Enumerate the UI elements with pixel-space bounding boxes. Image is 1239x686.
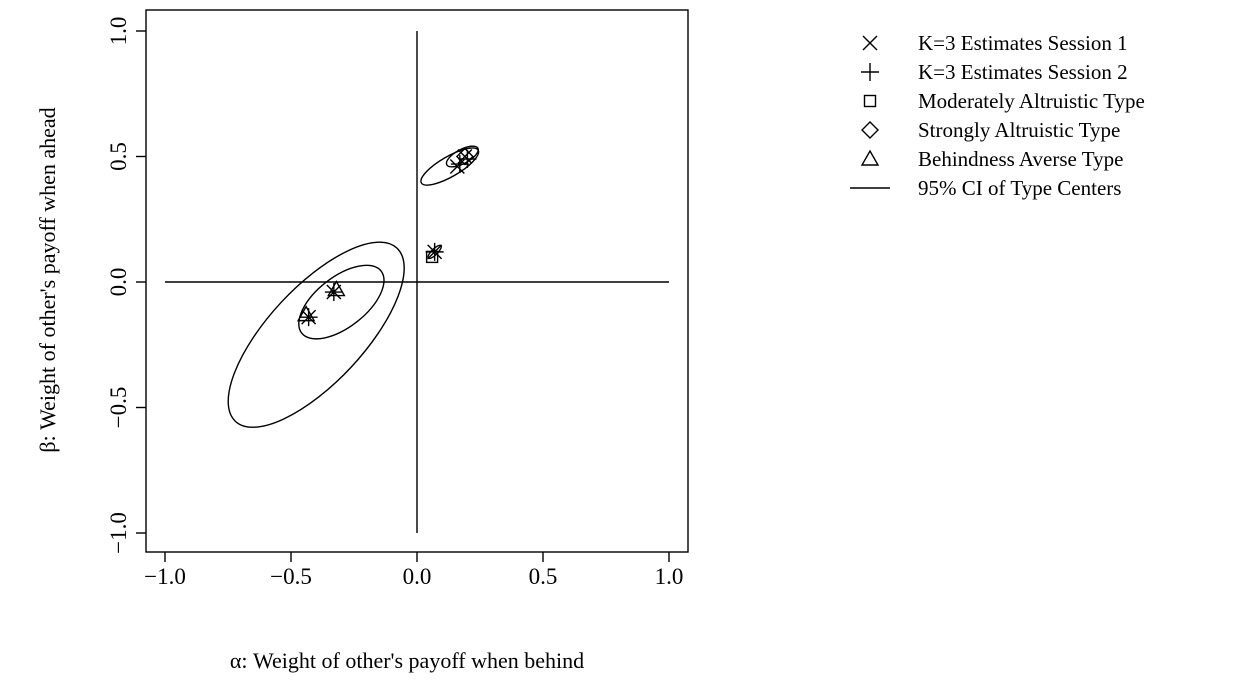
legend-item-1: K=3 Estimates Session 2 <box>861 60 1128 84</box>
legend-symbol-plus <box>861 63 879 81</box>
point-diamond-0 <box>455 147 474 166</box>
legend-symbol-square <box>863 94 877 108</box>
y-axis-title: β: Weight of other's payoff when ahead <box>35 107 60 452</box>
legend-label-1: K=3 Estimates Session 2 <box>918 60 1128 84</box>
x-tick-label-3: 0.5 <box>529 564 558 589</box>
legend-item-4: Behindness Averse Type <box>860 147 1123 171</box>
legend: K=3 Estimates Session 1 K=3 Estimates Ses… <box>850 31 1145 200</box>
point-diamond-0-shape <box>455 147 474 166</box>
legend-label-4: Behindness Averse Type <box>918 147 1123 171</box>
legend-symbol-diamond <box>861 121 879 139</box>
legend-symbol-cross-stroke-b <box>862 35 878 51</box>
legend-item-3: Strongly Altruistic Type <box>861 118 1120 142</box>
legend-label-0: K=3 Estimates Session 1 <box>918 31 1128 55</box>
legend-label-5: 95% CI of Type Centers <box>918 176 1121 200</box>
legend-symbol-diamond-shape <box>861 121 879 139</box>
y-tick-label-1: −0.5 <box>106 387 131 429</box>
legend-symbol-triangle <box>860 149 880 166</box>
point-triangle-1 <box>327 280 346 297</box>
legend-symbol-cross <box>862 35 878 51</box>
ci-ellipse-3 <box>298 264 385 340</box>
x-tick-label-1: −0.5 <box>270 564 312 589</box>
ci-ellipse-4 <box>227 241 405 428</box>
legend-label-2: Moderately Altruistic Type <box>918 89 1145 113</box>
point-triangle-0-shape <box>296 305 316 322</box>
y-tick-label-3: 0.5 <box>106 142 131 171</box>
legend-item-0: K=3 Estimates Session 1 <box>862 31 1128 55</box>
ci-ellipse-2 <box>420 147 480 186</box>
y-tick-label-4: 1.0 <box>106 17 131 46</box>
legend-symbol-square-shape <box>863 94 877 108</box>
y-tick-label-2: 0.0 <box>106 268 131 297</box>
point-square-0 <box>425 250 439 264</box>
point-triangle-1-shape <box>327 280 346 297</box>
legend-item-5: 95% CI of Type Centers <box>850 176 1121 200</box>
point-triangle-0 <box>296 305 316 322</box>
legend-item-2: Moderately Altruistic Type <box>863 89 1145 113</box>
x-tick-label-0: −1.0 <box>144 564 186 589</box>
y-tick-label-0: −1.0 <box>106 512 131 554</box>
ci-ellipse-1 <box>445 145 479 168</box>
legend-symbol-triangle-shape <box>860 149 880 166</box>
point-square-0-shape <box>425 250 439 264</box>
point-plus-2 <box>458 150 477 169</box>
x-tick-label-4: 1.0 <box>655 564 684 589</box>
x-axis-title: α: Weight of other's payoff when behind <box>230 648 584 673</box>
x-tick-label-2: 0.0 <box>403 564 432 589</box>
legend-label-3: Strongly Altruistic Type <box>918 118 1120 142</box>
